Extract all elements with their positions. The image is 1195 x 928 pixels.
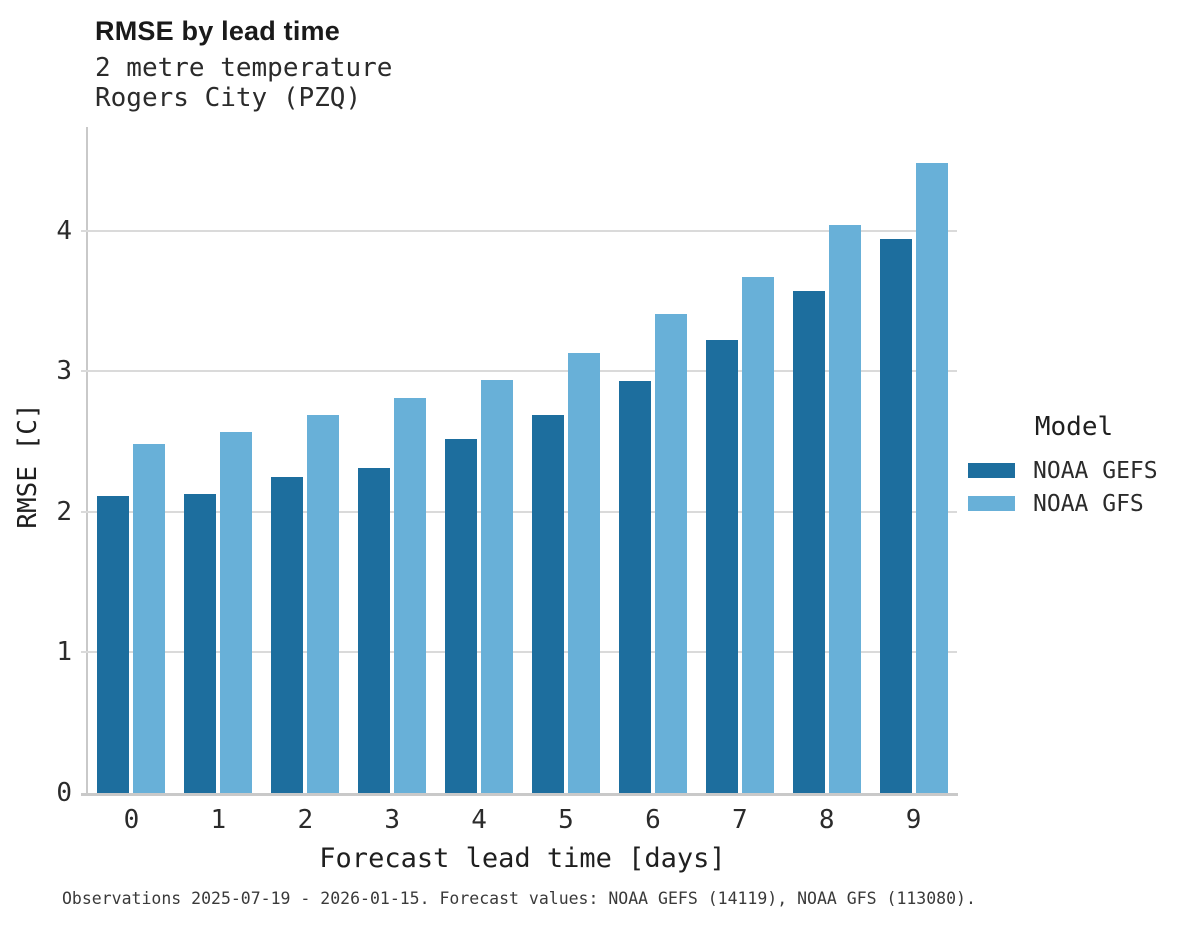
bar-noaa-gefs-lead-2 xyxy=(271,477,304,793)
bar-group-lead-4 xyxy=(436,128,523,793)
x-tick-label-3: 3 xyxy=(384,805,400,835)
chart-title: RMSE by lead time xyxy=(95,16,340,46)
legend-title: Model xyxy=(1034,412,1114,442)
bar-noaa-gefs-lead-0 xyxy=(97,496,130,793)
gridline-y-2 xyxy=(81,510,957,513)
x-tick-label-2: 2 xyxy=(297,805,314,835)
bar-noaa-gfs-lead-0 xyxy=(133,444,166,793)
bar-noaa-gefs-lead-9 xyxy=(879,239,912,793)
bar-group-lead-1 xyxy=(175,128,262,793)
plot-area xyxy=(81,128,957,793)
legend-label: NOAA GFS xyxy=(1033,490,1144,517)
bar-noaa-gfs-lead-1 xyxy=(220,432,253,793)
x-tick-label-0: 0 xyxy=(123,805,140,835)
bar-noaa-gfs-lead-4 xyxy=(481,380,514,793)
y-tick-label-2: 2 xyxy=(56,496,72,527)
legend-swatch-icon xyxy=(968,496,1015,511)
y-tick-label-0: 0 xyxy=(56,778,72,808)
y-axis-spine xyxy=(86,127,88,794)
bar-group-lead-8 xyxy=(783,128,870,793)
gridline-y-3 xyxy=(81,370,957,373)
bar-noaa-gefs-lead-7 xyxy=(705,340,738,793)
legend-entry-noaa-gefs: NOAA GEFS xyxy=(968,454,1180,487)
bar-group-lead-9 xyxy=(870,128,957,793)
bar-group-lead-2 xyxy=(262,128,349,793)
legend-entry-noaa-gfs: NOAA GFS xyxy=(968,487,1180,520)
chart-subtitle-station: Rogers City (PZQ) xyxy=(95,82,362,113)
bar-noaa-gfs-lead-7 xyxy=(741,277,774,793)
x-tick-label-9: 9 xyxy=(905,805,922,835)
legend: Model NOAA GEFS NOAA GFS xyxy=(968,412,1180,520)
x-tick-label-6: 6 xyxy=(645,805,661,835)
legend-entries: NOAA GEFS NOAA GFS xyxy=(968,454,1180,520)
bar-group-lead-5 xyxy=(523,128,610,793)
bar-noaa-gfs-lead-2 xyxy=(307,415,340,793)
gridline-y-4 xyxy=(81,229,957,232)
bar-noaa-gefs-lead-1 xyxy=(184,494,217,793)
x-tick-label-8: 8 xyxy=(818,805,835,835)
x-tick-label-7: 7 xyxy=(731,805,748,835)
bar-group-lead-7 xyxy=(696,128,783,793)
x-axis-title: Forecast lead time [days] xyxy=(319,843,726,874)
y-axis-title: RMSE [C] xyxy=(13,403,43,529)
legend-label: NOAA GEFS xyxy=(1033,457,1158,484)
bar-noaa-gefs-lead-4 xyxy=(445,439,478,793)
y-tick-label-4: 4 xyxy=(56,215,72,246)
bar-noaa-gefs-lead-8 xyxy=(792,291,825,793)
x-tick-label-5: 5 xyxy=(558,805,574,835)
chart-header: RMSE by lead time 2 metre temperature Ro… xyxy=(95,16,392,113)
bar-noaa-gfs-lead-5 xyxy=(567,353,600,793)
legend-swatch-icon xyxy=(968,463,1015,478)
x-axis-tick-labels: 0 1 2 3 4 5 6 7 8 9 xyxy=(88,805,957,835)
bar-noaa-gfs-lead-8 xyxy=(828,225,861,793)
y-tick-label-1: 1 xyxy=(56,637,72,668)
bar-noaa-gfs-lead-6 xyxy=(654,314,687,793)
bar-group-lead-0 xyxy=(88,128,175,793)
bar-series-container xyxy=(88,128,957,793)
x-tick-label-4: 4 xyxy=(471,805,487,835)
bar-noaa-gfs-lead-3 xyxy=(394,398,427,793)
gridline-y-1 xyxy=(81,651,957,654)
bar-noaa-gefs-lead-6 xyxy=(618,381,651,793)
bar-noaa-gefs-lead-3 xyxy=(358,468,391,793)
bar-noaa-gefs-lead-5 xyxy=(531,415,564,793)
bar-group-lead-3 xyxy=(349,128,436,793)
y-tick-label-3: 3 xyxy=(56,356,72,387)
footer-caption: Observations 2025-07-19 - 2026-01-15. Fo… xyxy=(62,889,976,908)
bar-noaa-gfs-lead-9 xyxy=(915,163,948,793)
x-tick-label-1: 1 xyxy=(210,805,227,835)
chart-subtitle-variable: 2 metre temperature xyxy=(95,53,393,83)
x-axis-spine xyxy=(81,793,958,796)
bar-group-lead-6 xyxy=(609,128,696,793)
